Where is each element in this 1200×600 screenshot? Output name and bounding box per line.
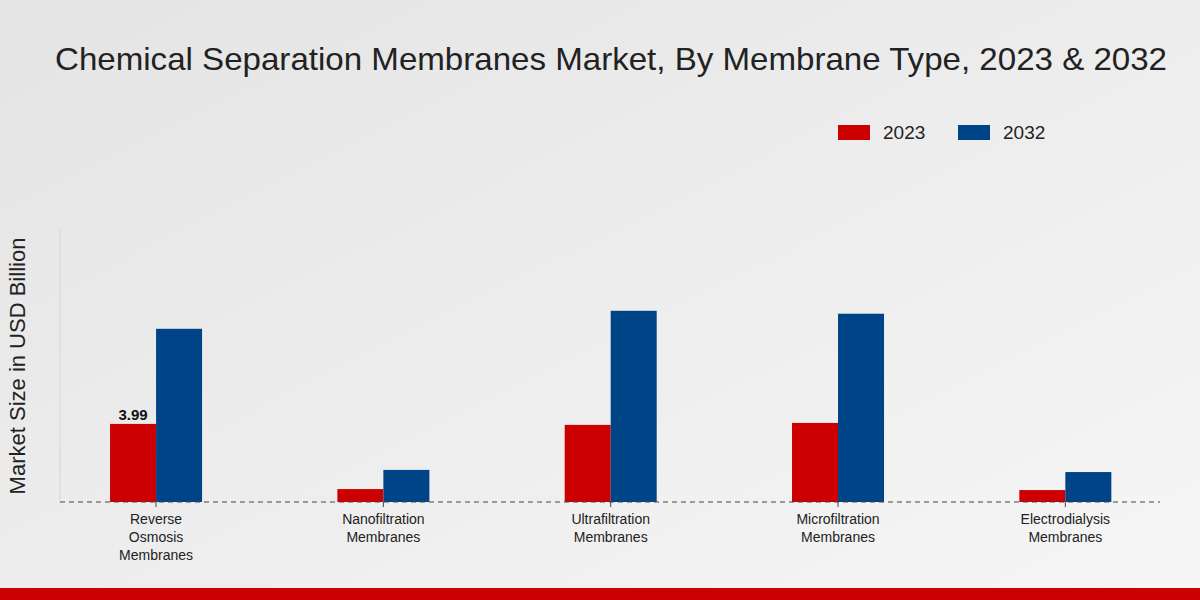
x-tick-label-line: Membranes xyxy=(574,529,648,545)
x-tick-label-line: Nanofiltration xyxy=(342,511,425,527)
x-tick-label-line: Reverse xyxy=(130,511,182,527)
x-tick xyxy=(1065,502,1066,507)
x-tick-label-line: Membranes xyxy=(346,529,420,545)
bar xyxy=(792,423,838,502)
title: Chemical Separation Membranes Market, By… xyxy=(55,41,1167,77)
legend-swatch xyxy=(838,125,870,140)
bar xyxy=(110,424,156,502)
x-tick-label-line: Membranes xyxy=(801,529,875,545)
legend-label: 2032 xyxy=(1003,122,1045,143)
x-tick-label-line: Ultrafiltration xyxy=(571,511,650,527)
x-tick-label-line: Electrodialysis xyxy=(1021,511,1110,527)
bar xyxy=(611,311,657,502)
x-tick-label: Reverse Osmosis Membranes xyxy=(119,511,193,563)
bars xyxy=(110,311,1111,502)
x-tick xyxy=(610,502,611,507)
bar xyxy=(156,329,202,502)
x-tick xyxy=(383,502,384,507)
x-tick-label-line: Membranes xyxy=(1028,529,1102,545)
x-tick-label-line: Membranes xyxy=(119,547,193,563)
x-tick-label-line: Microfiltration xyxy=(796,511,879,527)
legend-swatch xyxy=(958,125,990,140)
bar xyxy=(383,470,429,502)
y-axis-line xyxy=(60,228,61,502)
x-tick-label: Nanofiltration Membranes xyxy=(342,511,425,545)
x-tick-label-line: Osmosis xyxy=(129,529,183,545)
bar xyxy=(1019,490,1065,502)
bar xyxy=(565,425,611,502)
baseline xyxy=(60,502,1160,503)
x-tick-label: Ultrafiltration Membranes xyxy=(571,511,650,545)
background xyxy=(0,0,1200,600)
x-tick-label: Microfiltration Membranes xyxy=(796,511,879,545)
legend-label: 2023 xyxy=(883,122,925,143)
x-tick-label: Electrodialysis Membranes xyxy=(1021,511,1110,545)
data-label: 3.99 xyxy=(118,406,147,423)
bar xyxy=(1065,472,1111,502)
bar xyxy=(838,314,884,502)
bar xyxy=(337,489,383,502)
x-tick xyxy=(838,502,839,507)
x-tick xyxy=(156,502,157,507)
bottom-stripe xyxy=(0,588,1200,600)
chart-root: Chemical Separation Membranes Market, By… xyxy=(0,0,1200,600)
y-axis-label: Market Size in USD Billion xyxy=(5,238,30,495)
